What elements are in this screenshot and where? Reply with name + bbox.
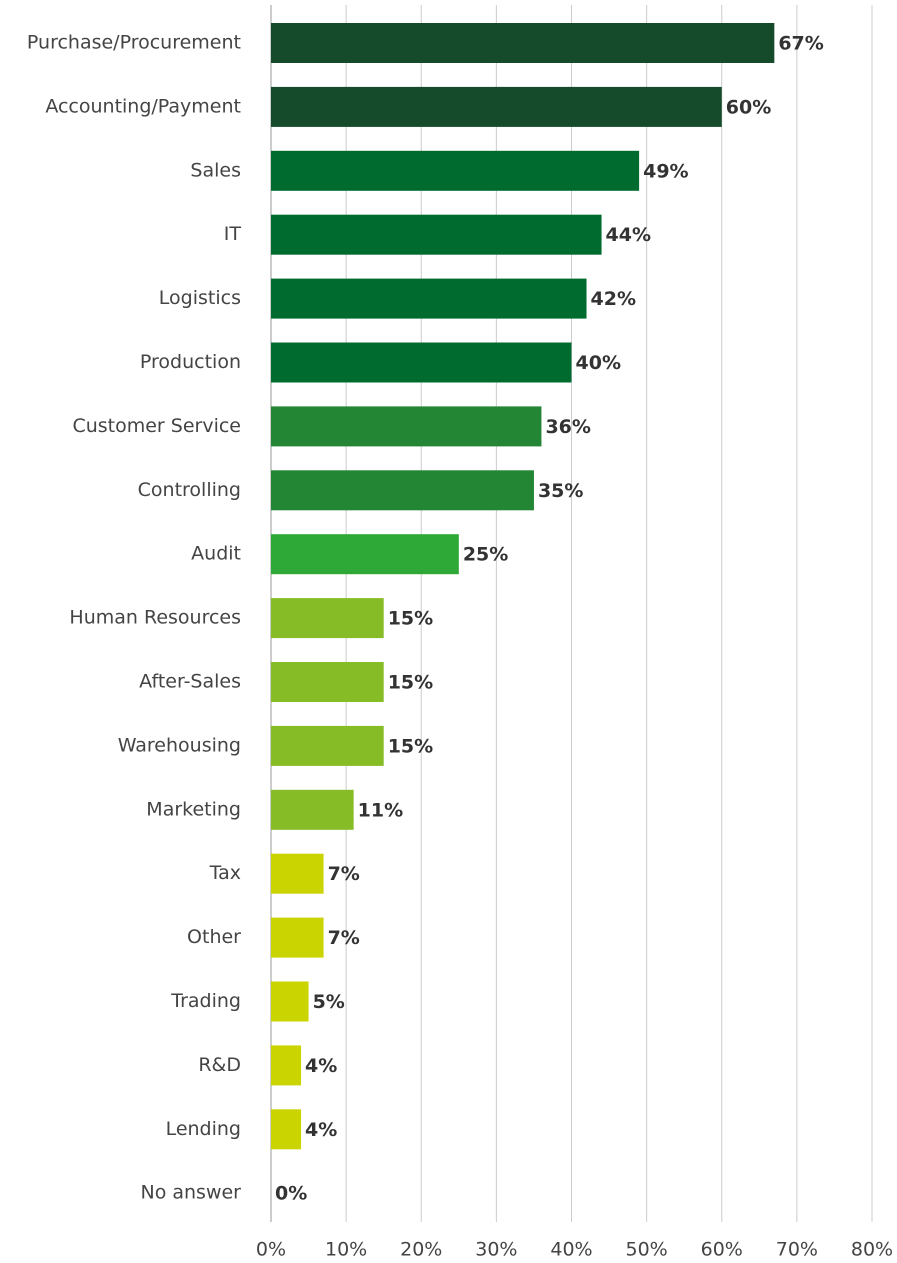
y-tick-label: Production	[140, 351, 241, 373]
value-label: 40%	[576, 352, 621, 374]
value-label: 35%	[538, 480, 583, 502]
value-label: 15%	[388, 735, 433, 757]
x-tick-label: 40%	[550, 1239, 592, 1261]
value-label: 0%	[275, 1183, 307, 1205]
value-label: 67%	[778, 33, 823, 55]
x-tick-label: 70%	[776, 1239, 818, 1261]
value-label: 7%	[328, 927, 360, 949]
bar	[271, 86, 722, 127]
bar	[271, 470, 534, 511]
y-tick-label: No answer	[140, 1182, 241, 1204]
value-label: 4%	[305, 1119, 337, 1141]
value-label: 15%	[388, 608, 433, 630]
y-tick-label: IT	[224, 223, 242, 245]
bar	[271, 1045, 302, 1086]
x-tick-label: 10%	[325, 1239, 367, 1261]
x-tick-label: 0%	[256, 1239, 286, 1261]
bar	[271, 342, 572, 383]
bar	[271, 534, 459, 575]
x-tick-label: 80%	[851, 1239, 893, 1261]
bar	[271, 598, 384, 639]
value-label: 11%	[358, 799, 403, 821]
bar	[271, 725, 384, 766]
bar	[271, 278, 587, 319]
value-label: 60%	[726, 96, 771, 118]
value-label: 15%	[388, 672, 433, 694]
y-tick-label: Tax	[209, 862, 241, 884]
y-tick-label: Human Resources	[69, 607, 241, 629]
value-label: 5%	[313, 991, 345, 1013]
y-tick-label: Logistics	[159, 287, 241, 309]
value-label: 36%	[545, 416, 590, 438]
y-tick-label: Lending	[166, 1118, 241, 1140]
y-tick-label: Warehousing	[118, 734, 241, 756]
y-tick-label: Controlling	[138, 479, 241, 501]
bar	[271, 853, 324, 894]
value-label: 44%	[606, 224, 651, 246]
x-tick-label: 50%	[626, 1239, 668, 1261]
y-tick-label: Purchase/Procurement	[27, 32, 241, 54]
bar	[271, 150, 640, 191]
y-tick-label: Sales	[190, 159, 241, 181]
y-tick-label: Accounting/Payment	[45, 95, 241, 117]
x-tick-label: 20%	[400, 1239, 442, 1261]
bar	[271, 406, 542, 447]
value-label: 49%	[643, 160, 688, 182]
x-tick-label: 60%	[701, 1239, 743, 1261]
value-label: 42%	[591, 288, 636, 310]
bar	[271, 23, 775, 63]
bar	[271, 981, 309, 1022]
bar	[271, 789, 354, 830]
y-tick-label: Marketing	[146, 798, 241, 820]
y-tick-label: Other	[187, 926, 241, 948]
y-tick-label: R&D	[198, 1054, 241, 1076]
y-tick-label: Trading	[170, 990, 241, 1012]
value-label: 7%	[328, 863, 360, 885]
bar	[271, 917, 324, 958]
x-tick-label: 30%	[475, 1239, 517, 1261]
value-label: 25%	[463, 544, 508, 566]
bar	[271, 662, 384, 702]
y-tick-label: Customer Service	[72, 415, 241, 437]
value-label: 4%	[305, 1055, 337, 1077]
y-tick-label: Audit	[191, 543, 241, 565]
bar	[271, 214, 602, 255]
y-tick-label: After-Sales	[139, 671, 241, 693]
bar	[271, 1109, 302, 1150]
